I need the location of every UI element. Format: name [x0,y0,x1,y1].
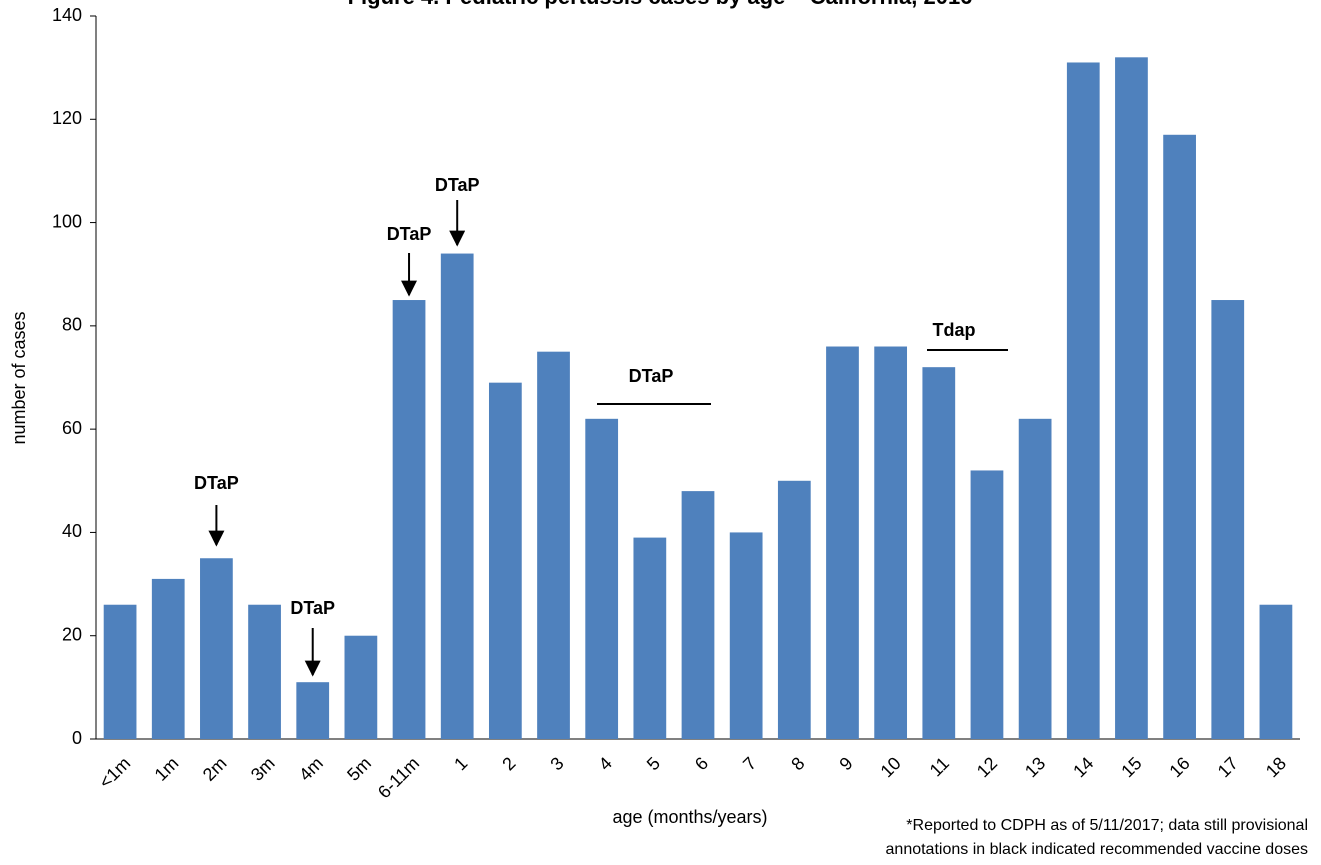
x-axis-label: age (months/years) [612,807,767,827]
bar [1163,134,1196,739]
x-tick-label: 17 [1214,753,1242,781]
annotation: DTaP [387,224,432,244]
y-tick-label: 0 [72,728,82,748]
annotation: DTaP [194,473,239,493]
x-tick-label: 3 [546,753,567,774]
bar [151,578,185,739]
y-axis-label: number of cases [9,311,29,444]
x-tick-label: 16 [1165,753,1193,781]
annotation: DTaP [629,366,674,386]
y-tick-label: 140 [52,5,82,25]
x-tick-label: 11 [926,753,953,780]
x-tick-label: 18 [1262,753,1290,781]
x-tick-label: 8 [787,753,808,774]
bar [633,537,667,739]
bar [440,253,474,740]
x-tick-label: 4m [295,753,327,785]
x-tick-label: 4 [595,753,616,774]
x-tick-label: 14 [1069,753,1097,781]
bar [826,346,859,739]
annotation: Tdap [933,320,976,340]
x-tick-label: 15 [1117,753,1145,781]
bar [488,382,522,739]
bar [344,635,378,739]
y-tick-label: 80 [62,315,82,335]
footnote: *Reported to CDPH as of 5/11/2017; data … [906,817,1308,834]
x-tick-label: 1 [450,753,471,774]
x-tick-label: 2m [199,753,231,785]
x-tick-label: 3m [247,753,279,785]
footnote: annotations in black indicated recommend… [886,841,1308,858]
bar [729,532,763,739]
annotation: DTaP [290,598,335,618]
bar [296,682,330,739]
bar [1211,300,1245,739]
x-tick-label: 5m [343,753,375,785]
x-tick-label: 2 [498,753,519,774]
y-tick-label: 60 [62,418,82,438]
bar [248,604,281,739]
y-tick-label: 120 [52,108,82,128]
x-tick-label: 6 [691,753,712,774]
y-tick-label: 100 [52,211,82,231]
bar [103,604,137,739]
x-tick-label: 12 [973,753,1001,781]
bar [1259,604,1293,739]
bar [1018,418,1052,739]
x-tick-label: 5 [643,753,664,774]
x-tick-label: 7 [739,753,760,774]
x-tick-label: 9 [835,753,856,774]
y-tick-label: 20 [62,624,82,644]
bar [392,300,426,739]
bar [1115,57,1148,740]
bar [1066,62,1100,739]
bar [922,367,956,739]
x-tick-label: <1m [95,753,134,792]
x-tick-label: 6-11m [374,753,423,802]
chart-title: Figure 4. Pediatric pertussis cases by a… [348,0,973,9]
y-tick-label: 40 [62,521,82,541]
annotation: DTaP [435,175,480,195]
bar [585,418,619,739]
x-tick-label: 10 [877,753,905,781]
bar [681,491,715,739]
x-tick-label: 1m [151,753,183,785]
bar [537,351,570,739]
bar [970,470,1004,739]
bar [200,558,233,739]
x-tick-label: 13 [1021,753,1049,781]
bar [874,346,908,739]
bar [777,480,811,739]
